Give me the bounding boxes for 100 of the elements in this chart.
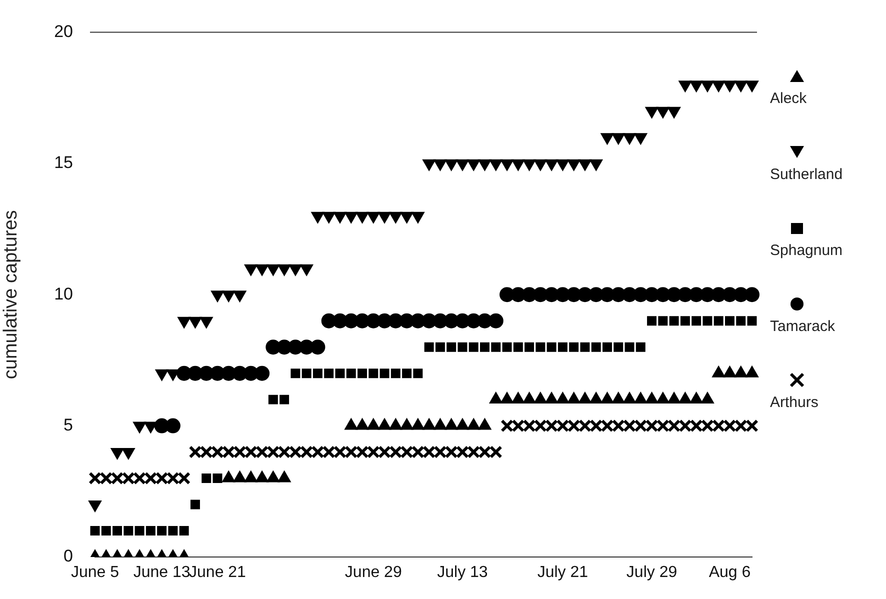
point [155, 472, 168, 485]
x-tick-label: June 29 [344, 564, 402, 582]
point [212, 474, 222, 484]
point [358, 368, 367, 378]
point [344, 212, 358, 224]
point [690, 392, 703, 404]
point [746, 419, 758, 432]
point [122, 472, 135, 485]
point [322, 446, 336, 458]
point [656, 392, 670, 404]
point [300, 264, 314, 276]
point [723, 419, 736, 432]
point [311, 212, 324, 224]
point [658, 316, 668, 326]
legend-label: Arthurs [770, 394, 818, 411]
point [312, 368, 322, 378]
point [622, 133, 636, 145]
point [624, 342, 634, 352]
point [424, 342, 434, 352]
point [300, 446, 314, 458]
point [190, 500, 200, 510]
point [244, 264, 258, 276]
point [522, 159, 536, 171]
point [656, 419, 670, 432]
point [290, 368, 300, 378]
point [614, 342, 624, 352]
point [266, 446, 280, 458]
point [146, 526, 156, 536]
point [602, 342, 612, 352]
point [255, 470, 269, 482]
point [434, 159, 447, 171]
point [165, 418, 180, 434]
point [578, 392, 592, 404]
point [444, 159, 458, 171]
point [536, 342, 546, 352]
legend-label: Aleck [770, 90, 807, 107]
point [567, 159, 580, 171]
point [489, 392, 502, 404]
point [456, 159, 470, 171]
point [612, 392, 625, 404]
point [356, 212, 369, 224]
legend-label: Sphagnum [770, 242, 843, 259]
point [591, 342, 601, 352]
point [467, 446, 480, 458]
point [489, 446, 502, 458]
point [422, 446, 436, 458]
point [254, 366, 270, 381]
point [411, 212, 424, 224]
point [278, 264, 291, 276]
point [478, 446, 492, 458]
point [590, 159, 603, 171]
legend-label: Tamarack [770, 318, 836, 335]
point [534, 419, 547, 432]
point [512, 159, 525, 171]
x-tick-label: Aug 6 [708, 564, 751, 582]
point [166, 472, 180, 485]
point [724, 316, 734, 326]
point [534, 159, 547, 171]
point [478, 159, 492, 171]
point [134, 526, 144, 536]
point [600, 133, 614, 145]
point [522, 392, 536, 404]
point [124, 526, 134, 536]
point [500, 392, 514, 404]
point [622, 392, 636, 404]
point [244, 470, 258, 482]
x-tick-label: July 29 [626, 564, 678, 582]
point [266, 470, 280, 482]
point [734, 80, 748, 92]
point [434, 446, 447, 458]
point [378, 446, 391, 458]
point [678, 392, 692, 404]
point [656, 106, 670, 118]
point [669, 316, 679, 326]
point [344, 446, 358, 458]
point [590, 392, 603, 404]
point [488, 313, 504, 328]
point [400, 212, 414, 224]
point [112, 526, 122, 536]
point [188, 316, 202, 328]
point [157, 526, 167, 536]
point [467, 159, 480, 171]
point [101, 526, 111, 536]
point [378, 212, 392, 224]
point [334, 446, 346, 458]
point [634, 133, 648, 145]
point [144, 472, 158, 485]
point [747, 316, 757, 326]
point [723, 80, 736, 92]
point [435, 342, 445, 352]
point [645, 419, 658, 432]
point [222, 446, 236, 458]
point [346, 368, 356, 378]
point [714, 316, 724, 326]
point [256, 446, 268, 458]
y-axis-title: cumulative captures [0, 210, 22, 380]
point [567, 419, 580, 432]
point [444, 446, 458, 458]
point [667, 106, 681, 118]
point [668, 419, 680, 432]
